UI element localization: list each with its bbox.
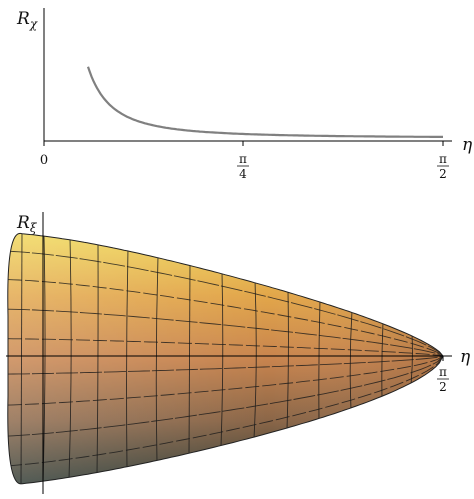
bottom-tick-label-den: 2 <box>439 380 447 394</box>
top-tick-label-2-den: 2 <box>439 167 447 181</box>
surface-outline <box>7 232 444 485</box>
bottom-plot: Rξ η π 2 <box>6 212 471 494</box>
grid-parallel <box>7 308 444 357</box>
grid-parallel <box>7 250 444 357</box>
top-y-axis-label: Rχ <box>16 9 38 31</box>
grid-parallel <box>7 338 444 357</box>
top-tick-label-1-den: 4 <box>239 167 247 181</box>
surface-shading <box>7 233 444 484</box>
grid-parallel <box>7 355 444 375</box>
grid-meridian <box>42 234 46 484</box>
bottom-x-axis-label: η <box>460 347 471 367</box>
top-tick-label-0: 0 <box>40 153 48 168</box>
grid-meridian <box>68 237 72 480</box>
grid-meridian <box>318 300 321 421</box>
grid-meridian <box>96 242 99 475</box>
grid-parallel <box>7 355 444 437</box>
top-plot: Rχ η 0 π 4 π 2 <box>16 8 473 181</box>
top-curve <box>86 66 443 138</box>
top-tick-label-1-num: π <box>239 152 247 166</box>
grid-meridian <box>220 271 224 448</box>
top-tick-label-2-num: π <box>439 152 447 166</box>
surface-grid <box>7 233 444 484</box>
grid-meridian <box>188 263 191 455</box>
grid-parallel <box>7 355 444 406</box>
top-x-axis-label: η <box>462 135 473 155</box>
grid-meridian <box>381 321 384 398</box>
grid-meridian <box>286 290 289 430</box>
grid-meridian <box>253 280 257 439</box>
grid-meridian <box>349 310 353 410</box>
grid-meridian <box>126 249 129 469</box>
grid-meridian <box>155 255 159 463</box>
grid-parallel <box>7 355 444 467</box>
grid-meridian <box>20 233 23 484</box>
bottom-y-axis-label: Rξ <box>16 213 38 235</box>
grid-parallel <box>7 279 444 357</box>
bottom-tick-label-num: π <box>439 365 447 379</box>
